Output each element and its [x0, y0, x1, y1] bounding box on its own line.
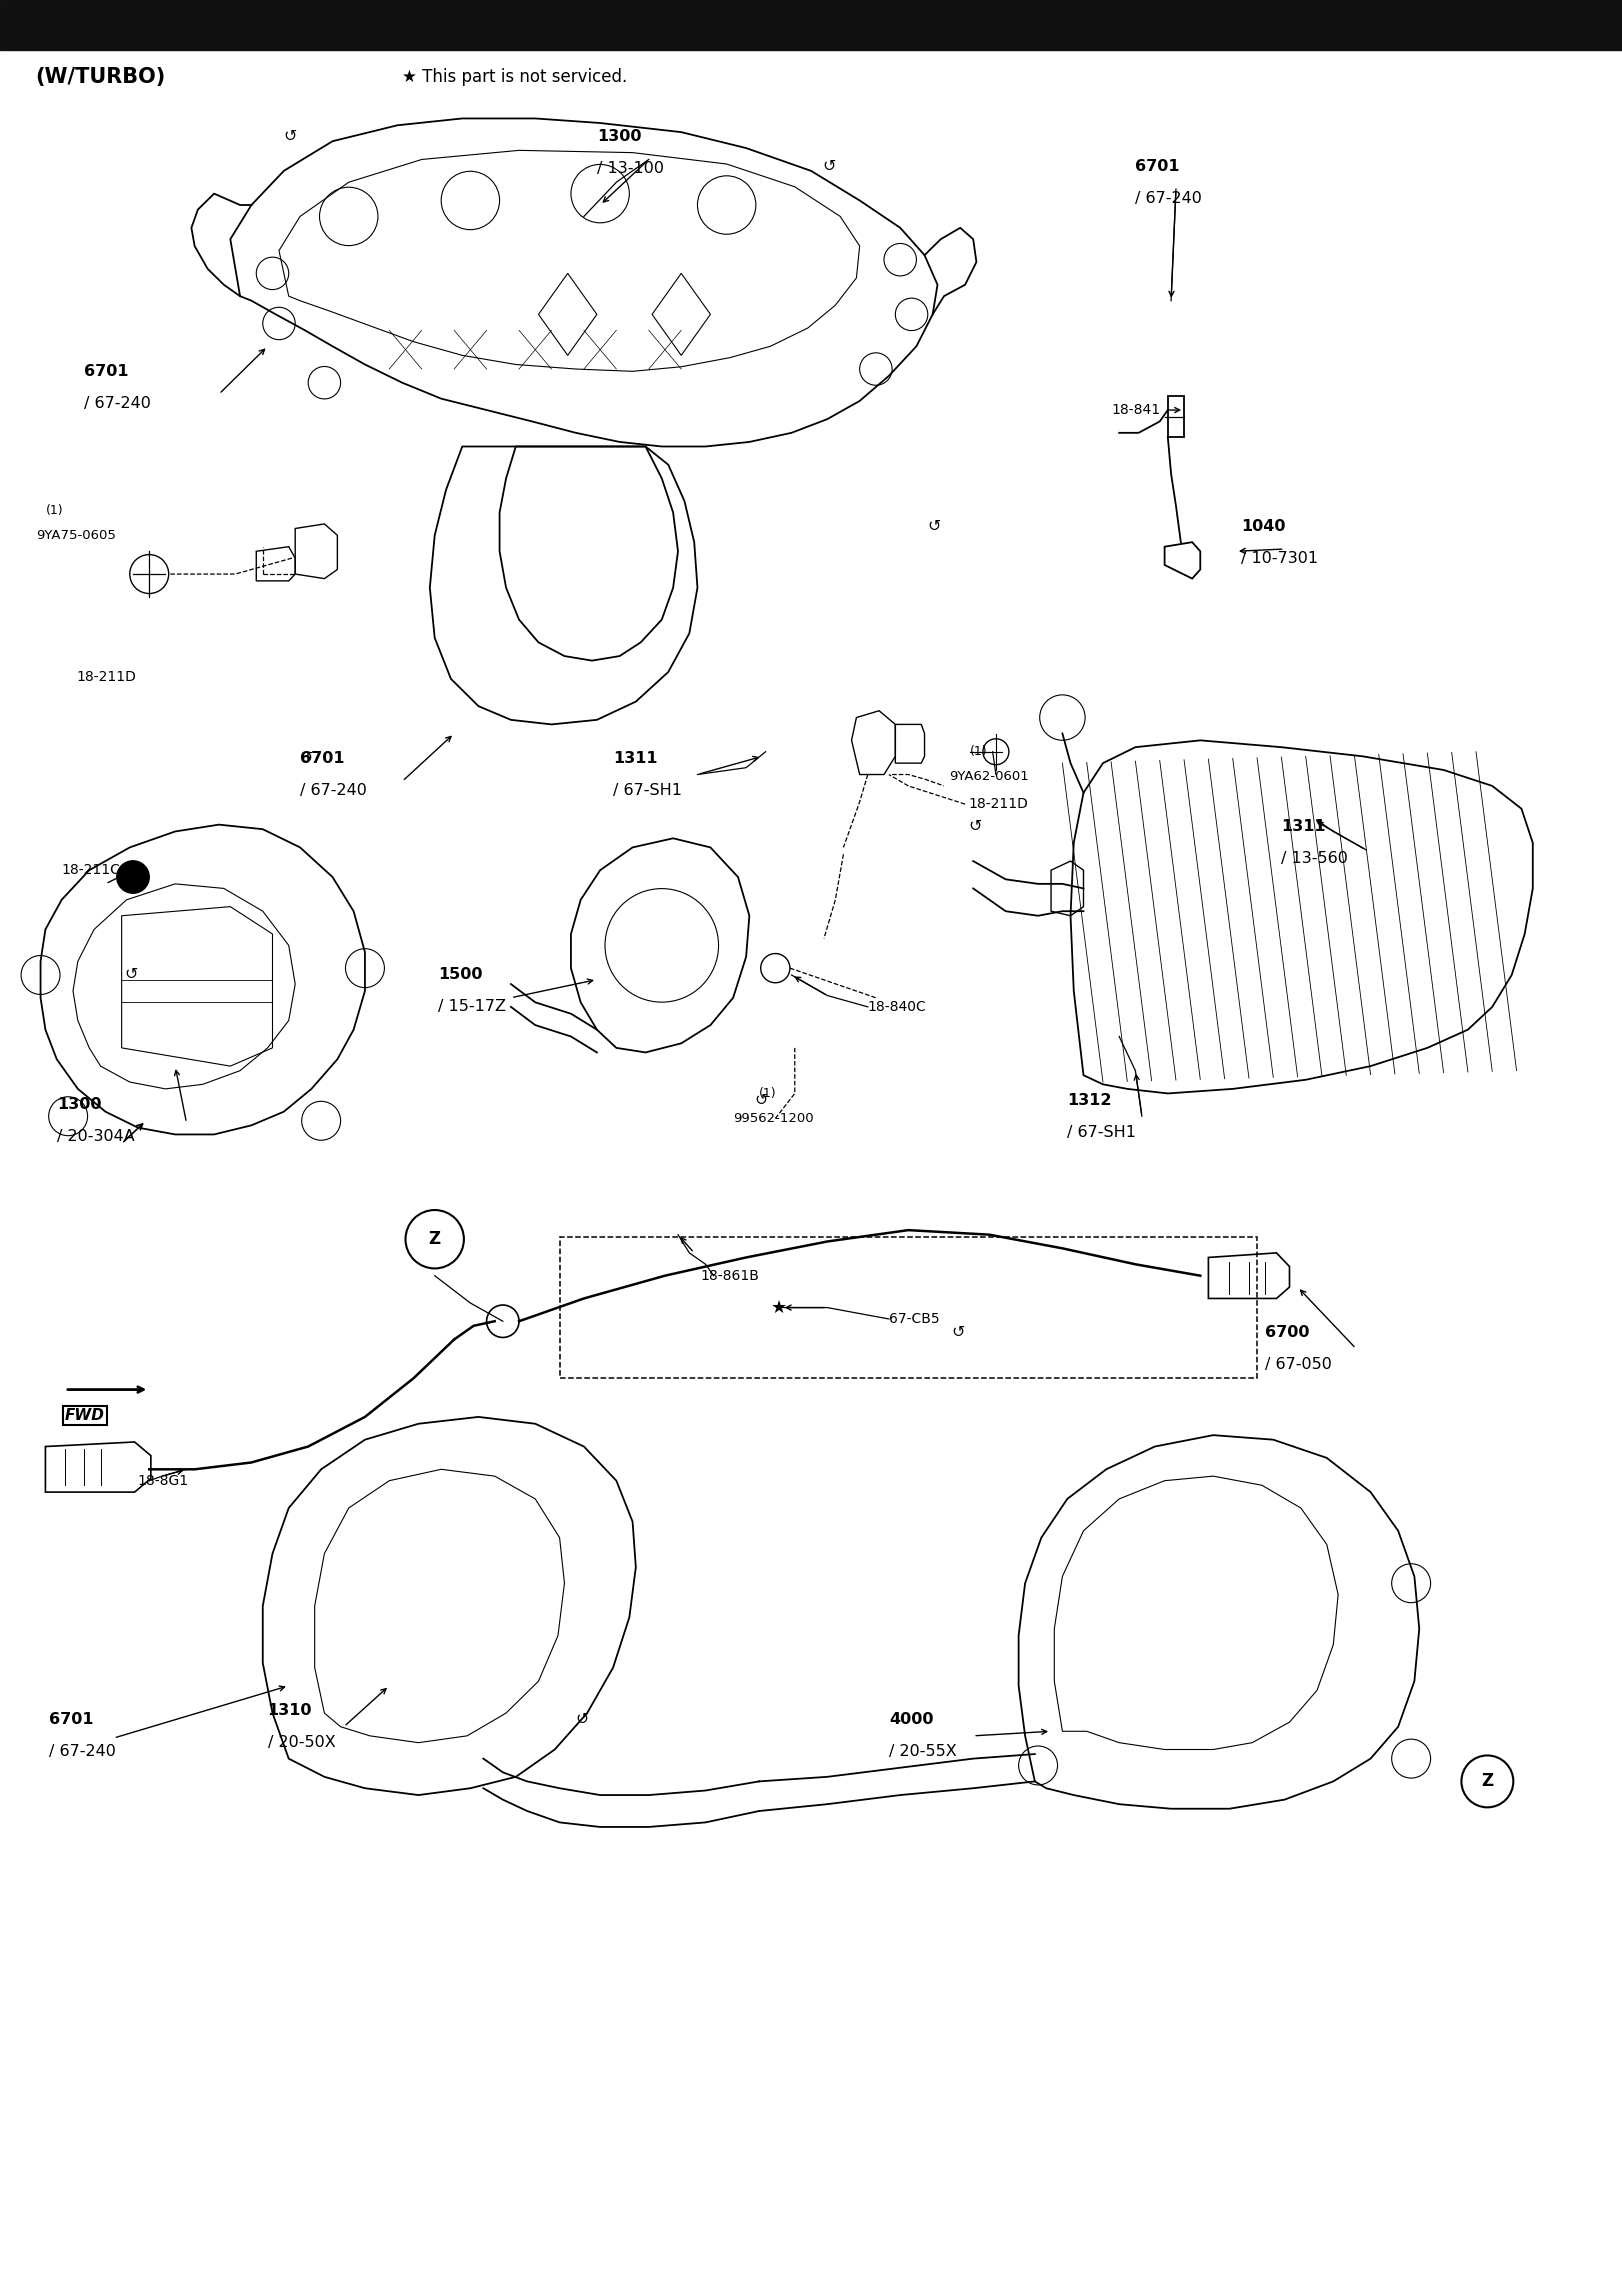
- Text: 1310: 1310: [268, 1704, 311, 1718]
- Text: ↺: ↺: [754, 1093, 767, 1107]
- Text: / 67-050: / 67-050: [1265, 1358, 1332, 1371]
- Text: 4000: 4000: [889, 1713, 933, 1727]
- Text: 9YA75-0605: 9YA75-0605: [36, 528, 115, 542]
- Text: ↺: ↺: [952, 1326, 965, 1339]
- Text: 1311: 1311: [1281, 820, 1325, 834]
- Text: (1): (1): [759, 1087, 777, 1100]
- Text: ★ This part is not serviced.: ★ This part is not serviced.: [402, 68, 628, 87]
- Text: 1311: 1311: [613, 752, 657, 765]
- Text: ↺: ↺: [125, 968, 138, 982]
- Text: ↺: ↺: [822, 159, 835, 173]
- Text: ↺: ↺: [284, 130, 297, 144]
- Text: 1040: 1040: [1241, 519, 1285, 533]
- Text: 1312: 1312: [1067, 1093, 1111, 1107]
- Text: 18-840C: 18-840C: [868, 1000, 926, 1014]
- Text: 6700: 6700: [1265, 1326, 1309, 1339]
- Text: / 67-SH1: / 67-SH1: [613, 784, 683, 797]
- Text: ↺: ↺: [928, 519, 941, 533]
- Text: FWD: FWD: [65, 1408, 105, 1424]
- Text: / 20-50X: / 20-50X: [268, 1736, 336, 1750]
- Text: Z: Z: [1481, 1772, 1494, 1791]
- Text: 1300: 1300: [57, 1098, 101, 1112]
- Text: ↺: ↺: [576, 1713, 589, 1727]
- Text: 18-8G1: 18-8G1: [138, 1474, 190, 1488]
- Text: (1): (1): [45, 503, 63, 517]
- Text: (W/TURBO): (W/TURBO): [36, 68, 165, 87]
- Text: 18-841: 18-841: [1111, 403, 1160, 417]
- Text: 99562-1200: 99562-1200: [733, 1112, 814, 1125]
- Bar: [0, 0, 1622, 50]
- Text: Z: Z: [428, 1230, 441, 1248]
- Text: 67-CB5: 67-CB5: [889, 1312, 939, 1326]
- Text: 1500: 1500: [438, 968, 482, 982]
- Text: / 67-240: / 67-240: [300, 784, 367, 797]
- Text: 18-211D: 18-211D: [76, 670, 136, 683]
- Text: / 13-100: / 13-100: [597, 162, 663, 175]
- Circle shape: [117, 861, 149, 893]
- Text: 6701: 6701: [49, 1713, 92, 1727]
- Text: ↺: ↺: [300, 752, 313, 765]
- Text: ★: ★: [770, 1298, 787, 1317]
- Text: 1300: 1300: [597, 130, 641, 144]
- Text: 18-211D: 18-211D: [968, 797, 1028, 811]
- Text: / 15-17Z: / 15-17Z: [438, 1000, 506, 1014]
- Text: / 13-560: / 13-560: [1281, 852, 1348, 866]
- Text: / 67-SH1: / 67-SH1: [1067, 1125, 1137, 1139]
- Text: ↺: ↺: [968, 820, 981, 834]
- Text: / 10-7301: / 10-7301: [1241, 551, 1319, 565]
- Text: 9YA62-0601: 9YA62-0601: [949, 770, 1028, 784]
- Text: / 67-240: / 67-240: [49, 1745, 115, 1759]
- Text: / 20-55X: / 20-55X: [889, 1745, 957, 1759]
- Text: 6701: 6701: [300, 752, 344, 765]
- Text: 18-861B: 18-861B: [701, 1269, 759, 1283]
- Text: 6701: 6701: [1135, 159, 1179, 173]
- Text: (1): (1): [970, 745, 988, 759]
- Text: / 20-304A: / 20-304A: [57, 1130, 135, 1144]
- Text: 18-211C: 18-211C: [62, 863, 120, 877]
- Text: / 67-240: / 67-240: [84, 396, 151, 410]
- Text: / 67-240: / 67-240: [1135, 191, 1202, 205]
- Text: 6701: 6701: [84, 364, 128, 378]
